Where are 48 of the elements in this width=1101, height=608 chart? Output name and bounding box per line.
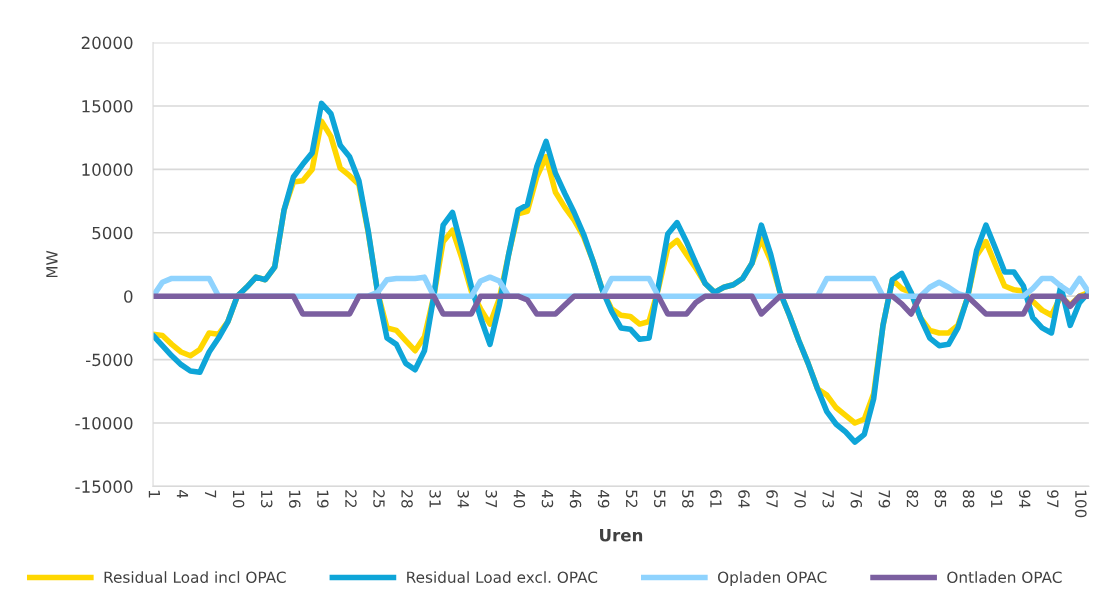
x-axis-title: Uren [600,529,643,542]
x-tick-label: 52 [625,490,638,508]
y-tick-label: 0 [124,290,133,303]
x-tick-label: 61 [710,490,722,508]
x-tick-label: 40 [513,489,526,508]
x-tick-label: 16 [288,490,301,508]
x-tick-label: 4 [176,489,189,499]
x-tick-label: 100 [1075,490,1087,518]
y-axis-title: MW [46,250,58,278]
x-tick-label: 91 [990,490,1003,508]
x-tick-label: 28 [401,490,413,508]
legend-label: Residual Load incl OPAC [104,571,286,583]
x-tick-label: 94 [1018,490,1031,508]
x-tick-label: 82 [906,490,919,508]
x-tick-label: 22 [345,490,357,508]
x-tick-label: 37 [485,490,498,508]
x-tick-label: 70 [794,490,806,508]
legend-label: Opladen OPAC [717,571,827,586]
x-tick-label: 58 [682,490,694,508]
x-tick-label: 19 [317,490,329,508]
x-tick-label: 73 [822,490,834,508]
x-tick-label: 10 [232,490,245,508]
y-tick-label: -10000 [75,416,133,430]
y-tick-label: 20000 [81,36,133,50]
x-tick-label: 7 [204,490,217,498]
y-tick-label: 10000 [82,163,133,176]
x-tick-label: 31 [429,490,441,508]
x-tick-label: 43 [541,489,554,508]
x-tick-label: 46 [569,489,582,508]
x-tick-label: 13 [260,490,273,508]
x-tick-label: 25 [373,490,385,508]
x-tick-label: 55 [653,490,666,508]
x-tick-label: 79 [878,490,891,508]
x-tick-label: 1 [148,490,160,498]
y-tick-label: 15000 [82,99,133,113]
x-tick-label: 85 [934,490,947,508]
x-tick-label: 88 [962,490,975,508]
x-tick-label: 64 [738,490,750,508]
legend-label: Ontladen OPAC [947,571,1062,583]
y-tick-label: -15000 [75,480,133,493]
x-tick-label: 97 [1047,490,1059,508]
x-tick-label: 67 [766,490,778,508]
legend-label: Residual Load excl. OPAC [407,571,598,583]
y-tick-label: -5000 [85,353,133,367]
y-tick-label: 5000 [92,226,133,240]
x-tick-label: 49 [597,489,610,508]
x-tick-label: 76 [850,490,863,508]
x-tick-label: 34 [457,490,469,508]
